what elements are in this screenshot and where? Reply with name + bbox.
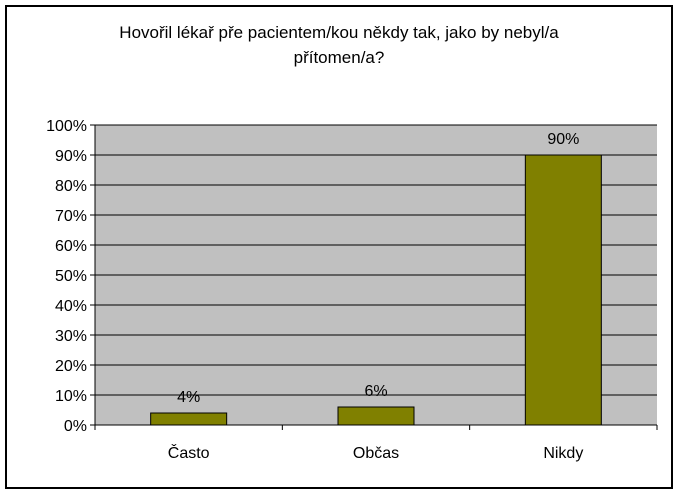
y-tick-label: 30% (55, 328, 87, 345)
y-tick-label: 50% (55, 268, 87, 285)
y-tick-label: 80% (55, 178, 87, 195)
x-tick-label: Nikdy (543, 445, 583, 462)
data-label: 90% (547, 131, 579, 148)
x-tick-label: Občas (353, 445, 399, 462)
bar-1 (150, 412, 228, 426)
bar-3 (524, 154, 602, 426)
y-tick-label: 90% (55, 148, 87, 165)
bar-2 (337, 406, 415, 426)
chart-title-line-2: přítomen/a? (293, 48, 385, 67)
chart-title: Hovořil lékař pře pacientem/kou někdy ta… (0, 20, 678, 70)
y-tick-label: 40% (55, 298, 87, 315)
y-tick-label: 10% (55, 388, 87, 405)
y-tick-label: 100% (46, 118, 87, 135)
y-tick-label: 70% (55, 208, 87, 225)
x-tick-label: Často (168, 443, 210, 462)
y-tick-label: 0% (64, 418, 87, 435)
data-label: 4% (177, 389, 200, 406)
data-label: 6% (364, 383, 387, 400)
chart-title-line-1: Hovořil lékař pře pacientem/kou někdy ta… (119, 23, 559, 42)
y-tick-label: 20% (55, 358, 87, 375)
y-tick-label: 60% (55, 238, 87, 255)
